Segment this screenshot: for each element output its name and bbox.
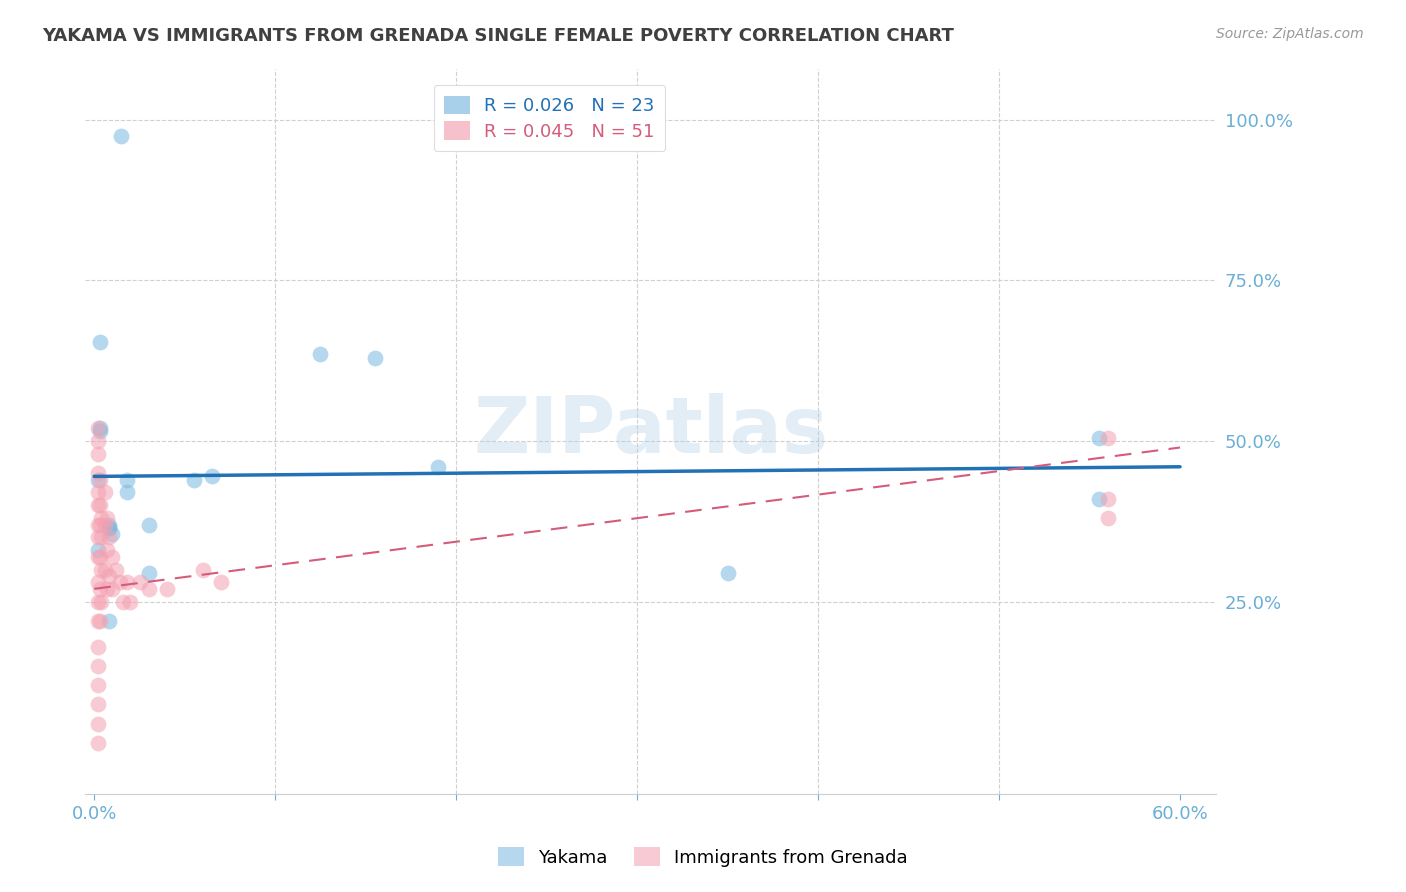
Point (191, 563, 214, 577)
Point (1087, 431, 1109, 445)
Point (427, 459, 450, 474)
Point (94, 485, 117, 500)
Point (138, 517, 160, 532)
Point (115, 485, 138, 500)
Point (309, 347, 332, 361)
Point (1097, 511, 1119, 525)
Point (89, 421, 111, 435)
Point (112, 595, 135, 609)
Point (87, 575, 110, 590)
Point (110, 128, 132, 143)
Point (89, 334, 111, 349)
Point (96, 582, 118, 596)
Point (89, 614, 111, 628)
Point (101, 582, 124, 596)
Point (90, 531, 112, 545)
Point (108, 575, 131, 590)
Point (87, 485, 110, 500)
Point (87, 517, 110, 532)
Point (97, 614, 120, 628)
Point (138, 582, 160, 596)
Point (87, 531, 110, 545)
Point (104, 563, 127, 577)
Legend: Yakama, Immigrants from Grenada: Yakama, Immigrants from Grenada (491, 840, 915, 874)
Point (90, 595, 112, 609)
Point (90, 511, 112, 525)
Point (87, 543, 110, 558)
Text: ZIPatlas: ZIPatlas (474, 393, 828, 469)
Point (183, 473, 205, 487)
Point (87, 498, 110, 512)
Point (96, 511, 118, 525)
Point (115, 575, 138, 590)
Point (89, 498, 111, 512)
Point (201, 469, 224, 483)
Point (101, 549, 124, 564)
Point (94, 563, 117, 577)
Point (90, 563, 112, 577)
Point (1097, 491, 1119, 506)
Legend: R = 0.026   N = 23, R = 0.045   N = 51: R = 0.026 N = 23, R = 0.045 N = 51 (433, 85, 665, 152)
Point (87, 640, 110, 654)
Point (115, 473, 138, 487)
Point (96, 543, 118, 558)
Point (87, 736, 110, 750)
Point (120, 595, 142, 609)
Point (1097, 431, 1119, 445)
Point (87, 595, 110, 609)
Point (156, 582, 179, 596)
Text: Source: ZipAtlas.com: Source: ZipAtlas.com (1216, 27, 1364, 41)
Point (89, 582, 111, 596)
Point (97, 569, 120, 583)
Point (1087, 491, 1109, 506)
Point (87, 466, 110, 480)
Point (94, 517, 117, 532)
Point (89, 425, 111, 439)
Point (97, 521, 120, 535)
Point (87, 716, 110, 731)
Text: YAKAMA VS IMMIGRANTS FROM GRENADA SINGLE FEMALE POVERTY CORRELATION CHART: YAKAMA VS IMMIGRANTS FROM GRENADA SINGLE… (42, 27, 955, 45)
Point (87, 421, 110, 435)
Point (87, 614, 110, 628)
Point (364, 351, 387, 365)
Point (138, 566, 160, 580)
Point (717, 566, 740, 580)
Point (87, 678, 110, 692)
Point (97, 531, 120, 545)
Point (97, 521, 120, 535)
Point (87, 473, 110, 487)
Point (87, 659, 110, 673)
Point (101, 527, 124, 541)
Point (87, 434, 110, 448)
Point (89, 549, 111, 564)
Point (87, 447, 110, 461)
Point (89, 517, 111, 532)
Point (87, 549, 110, 564)
Point (89, 473, 111, 487)
Point (209, 575, 232, 590)
Point (128, 575, 150, 590)
Point (87, 698, 110, 712)
Point (97, 517, 120, 532)
